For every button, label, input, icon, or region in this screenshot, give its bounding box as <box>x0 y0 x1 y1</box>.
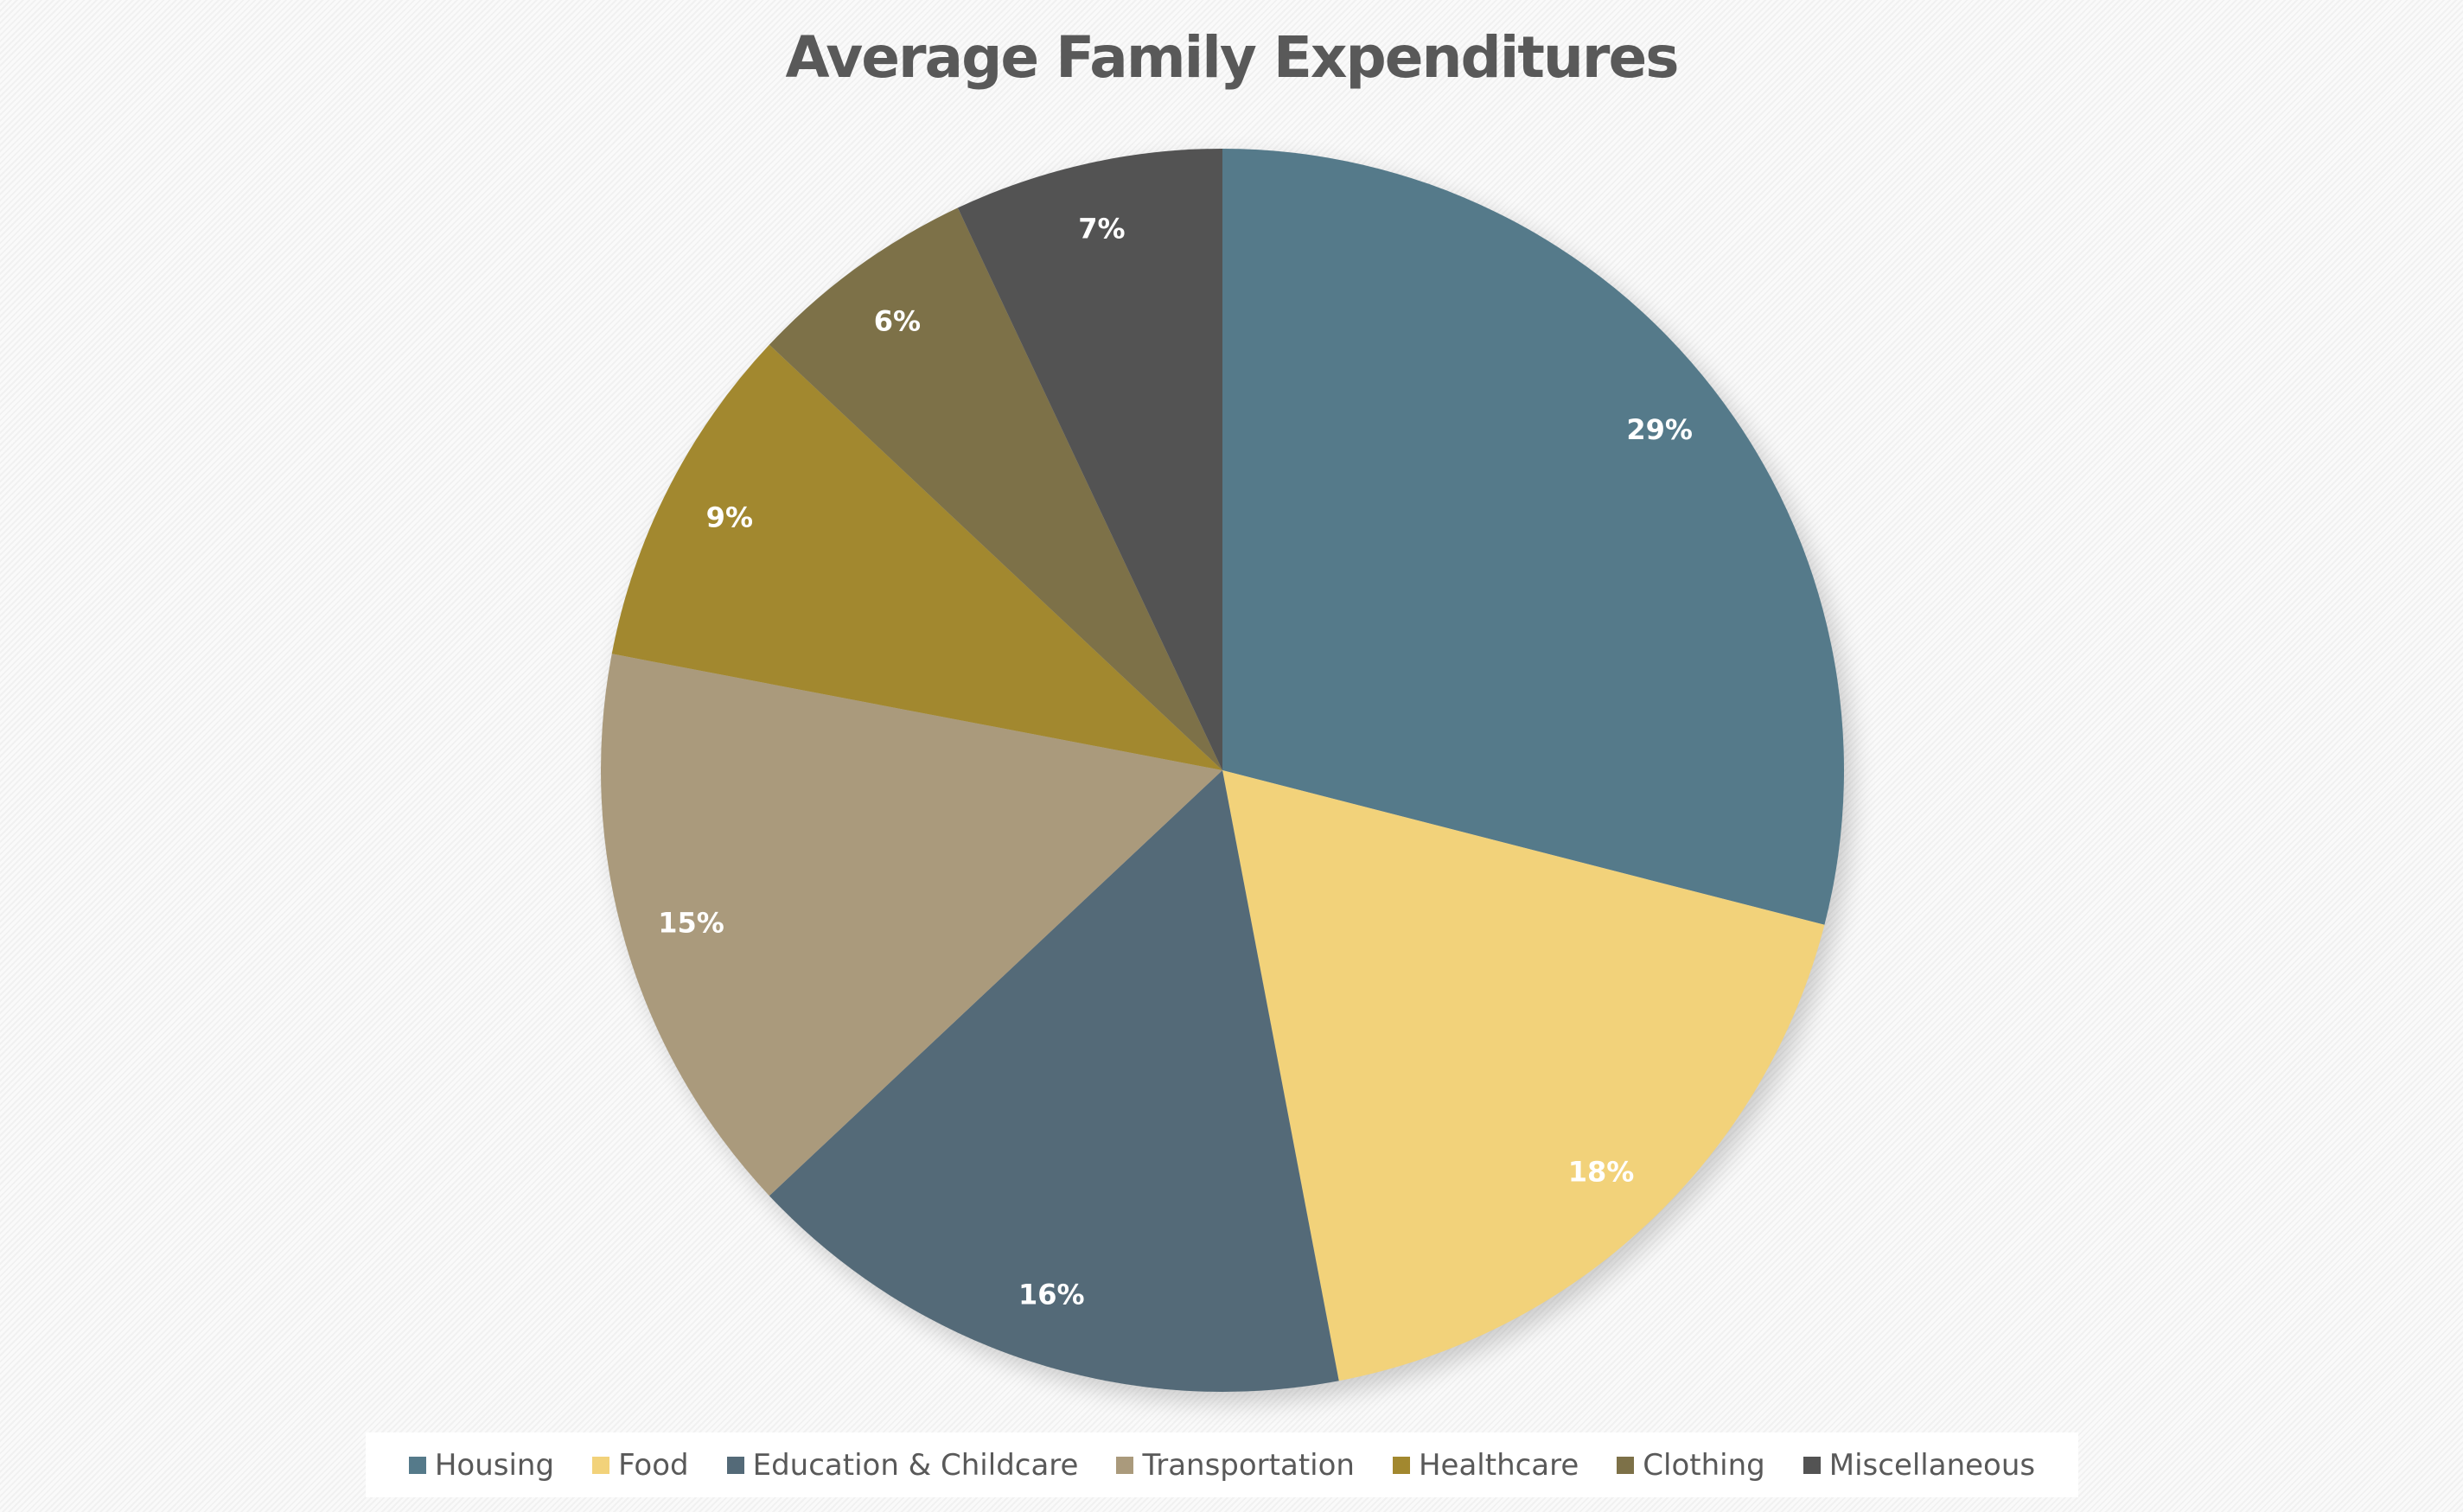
legend-item: Healthcare <box>1392 1447 1579 1483</box>
legend-swatch <box>1803 1456 1821 1474</box>
legend-label: Miscellaneous <box>1828 1447 2036 1483</box>
legend-item: Education & Childcare <box>726 1447 1079 1483</box>
legend-swatch <box>592 1456 610 1474</box>
pie-slice-housing <box>1222 149 1844 925</box>
legend-label: Housing <box>434 1447 555 1483</box>
legend-item: Transportation <box>1116 1448 1355 1483</box>
legend-label: Transportation <box>1142 1447 1355 1483</box>
data-label: 6% <box>874 304 921 337</box>
pie-slice-transportation <box>601 654 1222 1196</box>
legend-item: Housing <box>408 1447 555 1483</box>
pie-slice-miscellaneous <box>957 149 1222 770</box>
legend-item: Food <box>592 1448 689 1483</box>
legend: Housing Food Education & Childcare Transpor… <box>366 1432 2078 1497</box>
pie-slice-clothing <box>769 207 1222 771</box>
legend-swatch <box>1617 1456 1635 1474</box>
legend-swatch <box>1392 1456 1410 1474</box>
pie-slice-education-childcare <box>769 770 1339 1393</box>
data-label: 29% <box>1626 413 1693 446</box>
pie-slice-food <box>1222 770 1825 1381</box>
legend-swatch <box>1116 1456 1134 1474</box>
data-label: 16% <box>1018 1279 1085 1311</box>
legend-label: Healthcare <box>1418 1447 1579 1483</box>
legend-label: Education & Childcare <box>752 1447 1079 1483</box>
data-label: 18% <box>1568 1155 1635 1188</box>
legend-label: Clothing <box>1643 1447 1765 1483</box>
legend-swatch <box>726 1456 744 1474</box>
data-label: 7% <box>1078 213 1125 246</box>
legend-label: Food <box>618 1447 689 1483</box>
legend-item: Miscellaneous <box>1803 1448 2035 1483</box>
data-label: 9% <box>706 501 753 533</box>
legend-item: Clothing <box>1617 1447 1765 1483</box>
data-label: 15% <box>658 907 724 940</box>
chart-title: Average Family Expenditures <box>785 24 1679 91</box>
legend-swatch <box>408 1456 426 1474</box>
pie-slice-healthcare <box>611 344 1222 770</box>
